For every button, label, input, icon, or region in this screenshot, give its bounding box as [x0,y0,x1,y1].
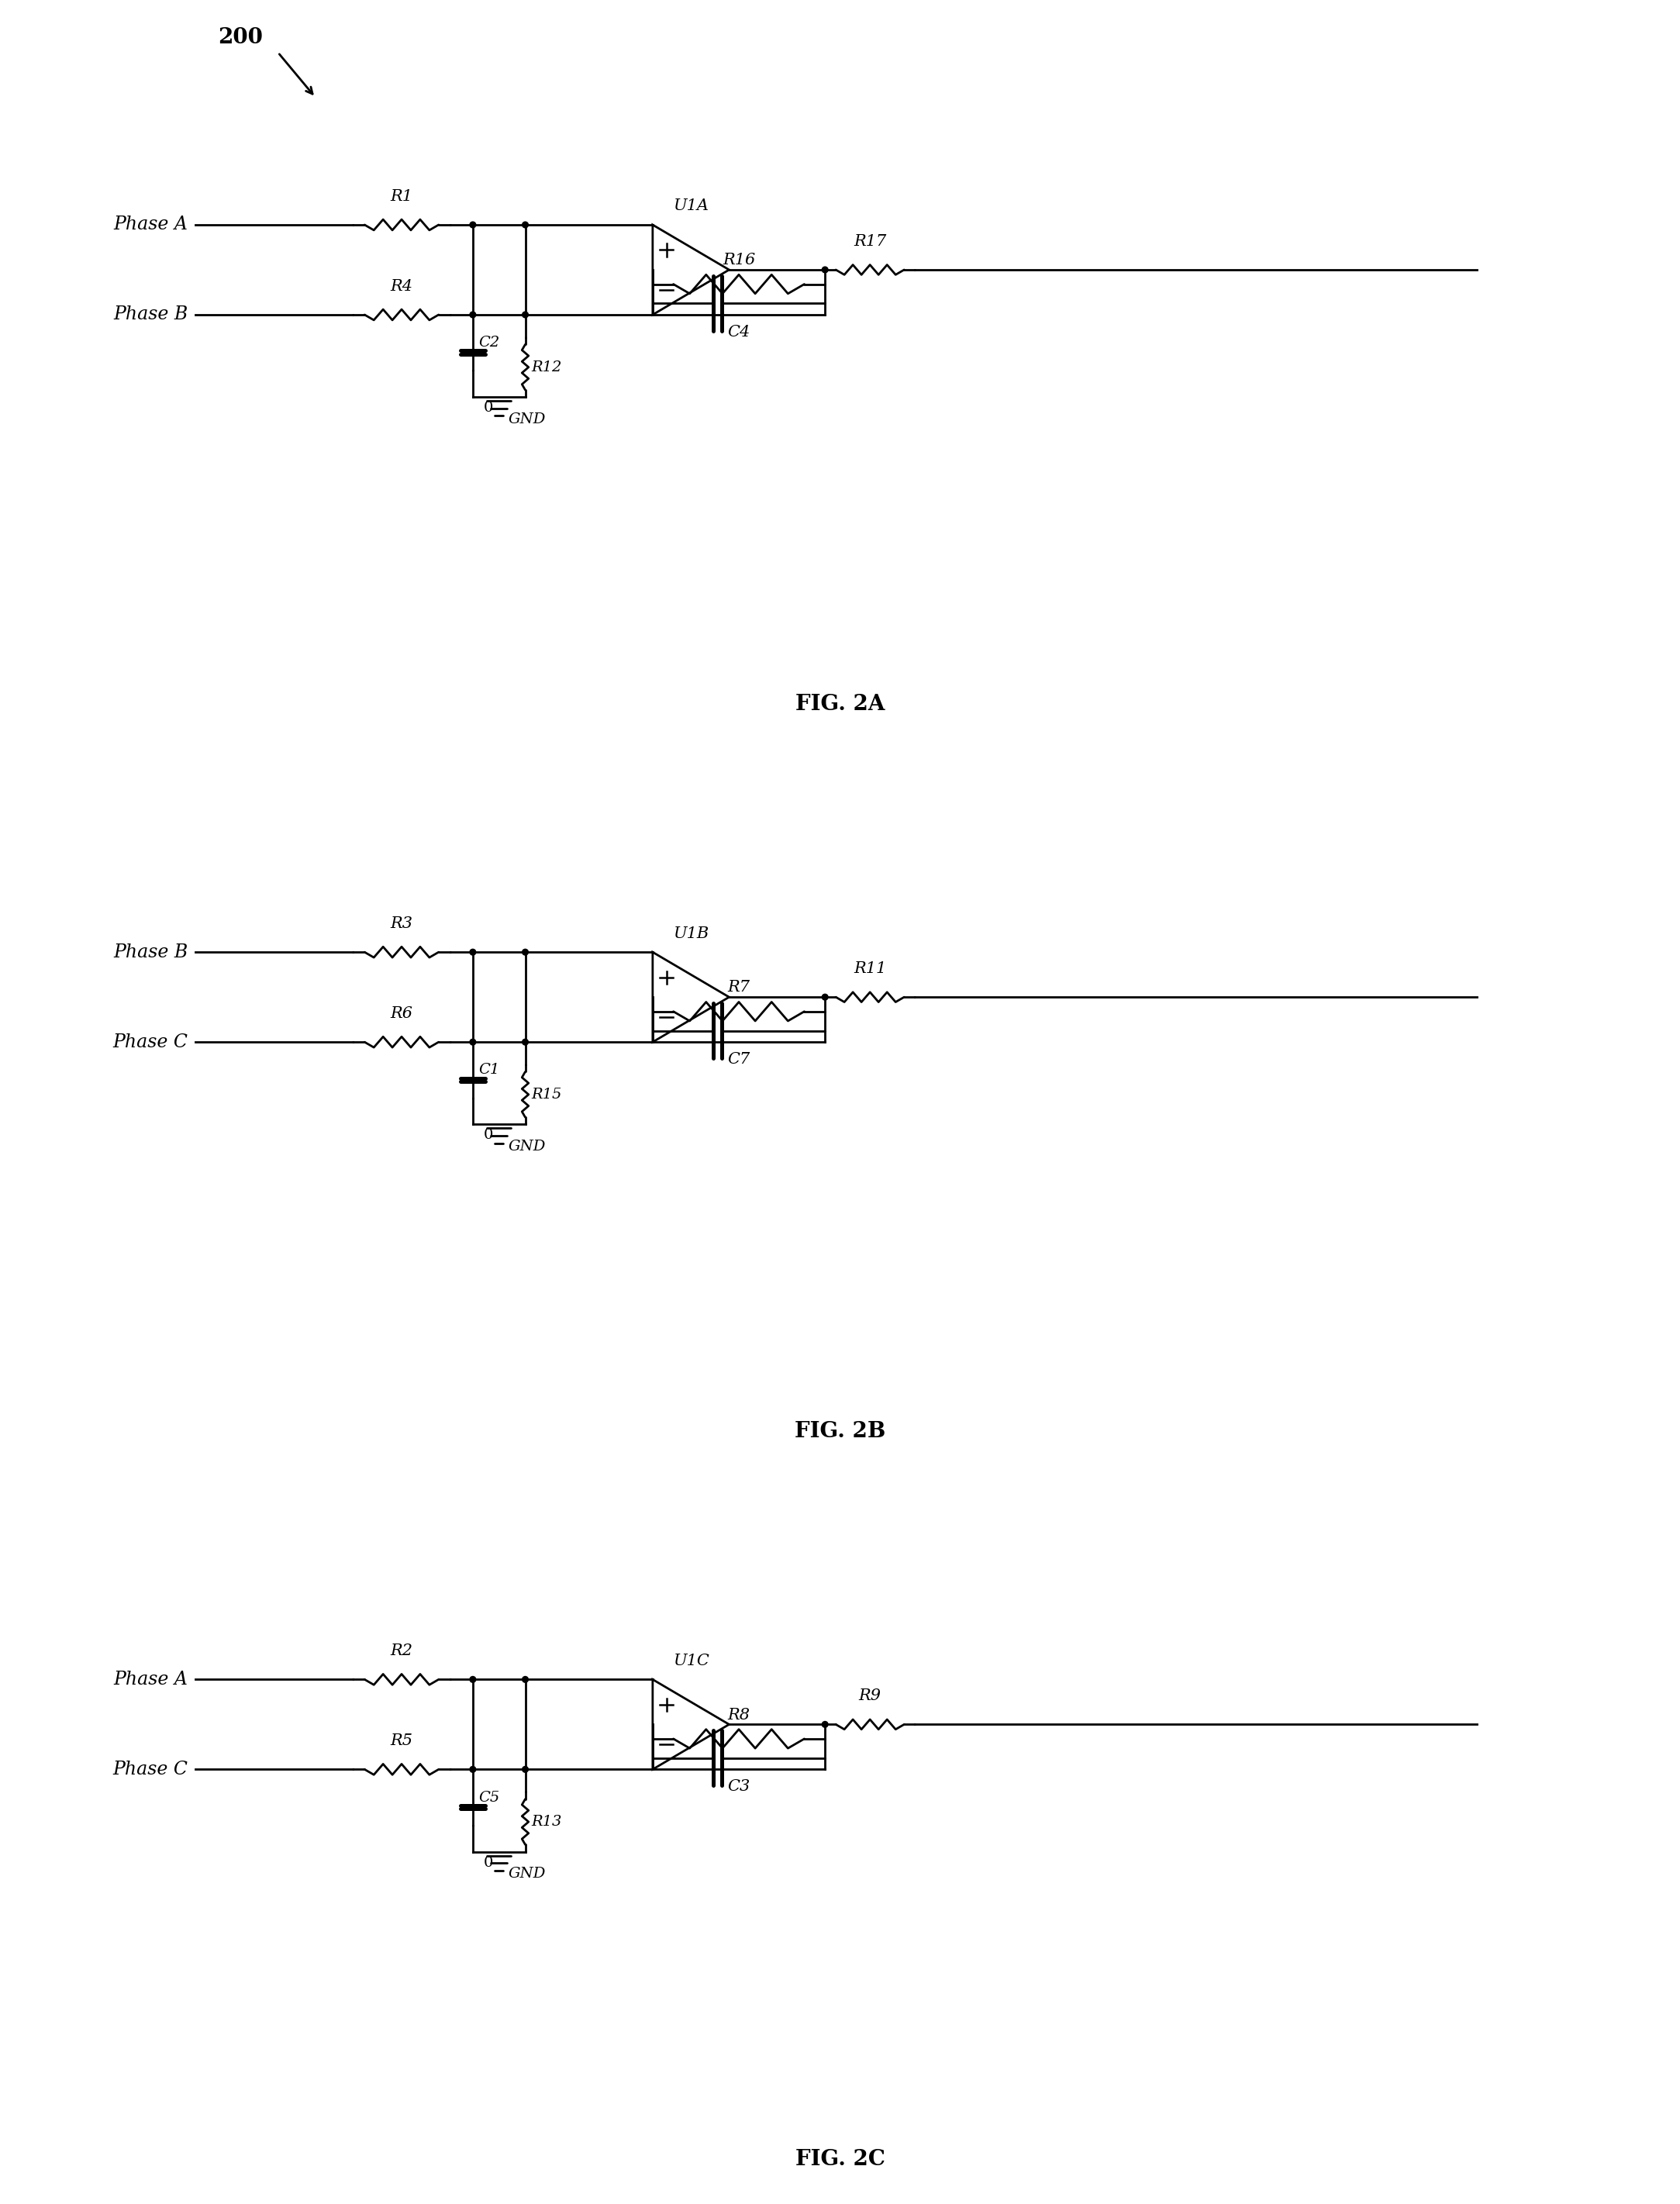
Text: C5: C5 [479,1790,501,1805]
Circle shape [522,223,528,227]
Text: R2: R2 [390,1644,413,1657]
Text: Phase B: Phase B [114,943,188,961]
Text: R6: R6 [390,1007,413,1020]
Text: R5: R5 [390,1735,413,1748]
Text: C3: C3 [727,1779,751,1794]
Circle shape [822,267,828,273]
Circle shape [470,950,475,954]
Text: GND: GND [507,1139,546,1153]
Circle shape [470,1677,475,1682]
Circle shape [522,1765,528,1772]
Text: R16: R16 [722,253,756,267]
Text: U1C: U1C [672,1653,709,1668]
Text: 0: 0 [484,1856,492,1869]
Circle shape [822,994,828,1001]
Text: R17: R17 [853,234,887,249]
Text: FIG. 2B: FIG. 2B [795,1422,885,1441]
Circle shape [522,1038,528,1045]
Text: 200: 200 [218,26,264,48]
Circle shape [522,1677,528,1682]
Text: R4: R4 [390,280,413,293]
Text: Phase B: Phase B [114,306,188,324]
Circle shape [822,1721,828,1728]
Text: Phase C: Phase C [113,1034,188,1051]
Text: U1B: U1B [674,926,709,941]
Text: Phase A: Phase A [114,216,188,234]
Text: R1: R1 [390,190,413,203]
Text: GND: GND [507,1867,546,1880]
Text: C7: C7 [727,1051,751,1067]
Text: C4: C4 [727,324,751,339]
Text: GND: GND [507,412,546,425]
Text: C1: C1 [479,1062,501,1078]
Text: FIG. 2C: FIG. 2C [795,2149,885,2169]
Circle shape [522,950,528,954]
Text: C2: C2 [479,335,501,350]
Circle shape [470,1765,475,1772]
Text: 0: 0 [484,401,492,414]
Text: R12: R12 [531,359,561,375]
Text: Phase A: Phase A [114,1671,188,1688]
Text: FIG. 2A: FIG. 2A [795,694,885,714]
Text: 0: 0 [484,1128,492,1142]
Circle shape [470,1038,475,1045]
Text: R11: R11 [853,961,887,976]
Text: U1A: U1A [674,198,709,214]
Circle shape [522,311,528,317]
Text: R8: R8 [727,1708,749,1721]
Circle shape [470,311,475,317]
Text: R9: R9 [858,1688,882,1704]
Text: R3: R3 [390,917,413,930]
Circle shape [470,223,475,227]
Text: R7: R7 [727,981,749,994]
Text: R13: R13 [531,1814,561,1829]
Text: R15: R15 [531,1087,561,1102]
Text: Phase C: Phase C [113,1761,188,1779]
